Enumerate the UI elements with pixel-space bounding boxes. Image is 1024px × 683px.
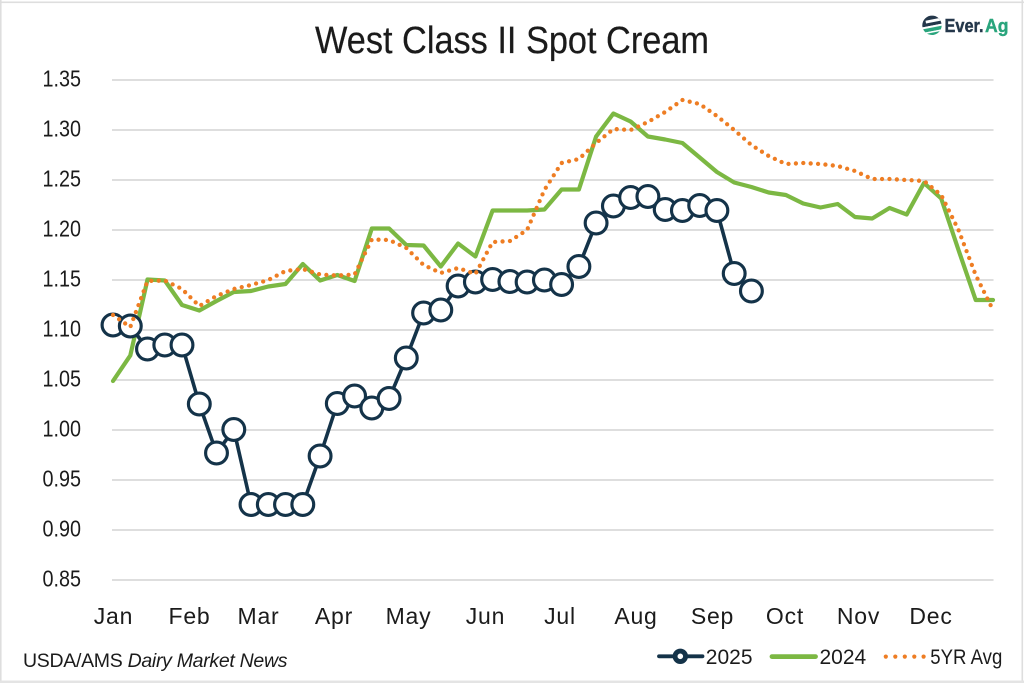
svg-text:1.25: 1.25 <box>43 166 82 192</box>
svg-text:Ever.: Ever. <box>945 16 984 36</box>
svg-text:1.15: 1.15 <box>43 266 82 292</box>
svg-text:Oct: Oct <box>766 603 804 629</box>
svg-text:1.00: 1.00 <box>43 416 82 442</box>
svg-text:Ag: Ag <box>985 16 1009 36</box>
svg-text:2025: 2025 <box>706 646 753 669</box>
svg-text:1.20: 1.20 <box>43 216 82 242</box>
svg-text:Dec: Dec <box>909 603 952 629</box>
svg-text:1.35: 1.35 <box>43 66 82 92</box>
svg-text:0.90: 0.90 <box>43 516 82 542</box>
svg-text:Jun: Jun <box>466 603 505 629</box>
svg-text:1.30: 1.30 <box>43 116 82 142</box>
svg-text:1.05: 1.05 <box>43 366 82 392</box>
svg-text:Jul: Jul <box>544 603 576 629</box>
svg-text:2024: 2024 <box>820 646 867 669</box>
svg-text:Apr: Apr <box>315 603 353 629</box>
svg-text:Nov: Nov <box>837 603 880 629</box>
svg-text:Aug: Aug <box>614 603 657 629</box>
svg-text:1.10: 1.10 <box>43 316 82 342</box>
svg-text:0.85: 0.85 <box>43 566 82 592</box>
svg-text:Mar: Mar <box>237 603 279 629</box>
svg-text:0.95: 0.95 <box>43 466 82 492</box>
svg-text:5YR Avg: 5YR Avg <box>930 646 1002 669</box>
svg-text:West Class II Spot Cream: West Class II Spot Cream <box>315 20 709 62</box>
svg-text:USDA/AMS Dairy Market News: USDA/AMS Dairy Market News <box>23 650 288 672</box>
svg-text:Sep: Sep <box>691 603 734 629</box>
svg-text:May: May <box>386 603 432 629</box>
svg-text:Feb: Feb <box>168 603 210 629</box>
svg-text:Jan: Jan <box>94 603 133 629</box>
